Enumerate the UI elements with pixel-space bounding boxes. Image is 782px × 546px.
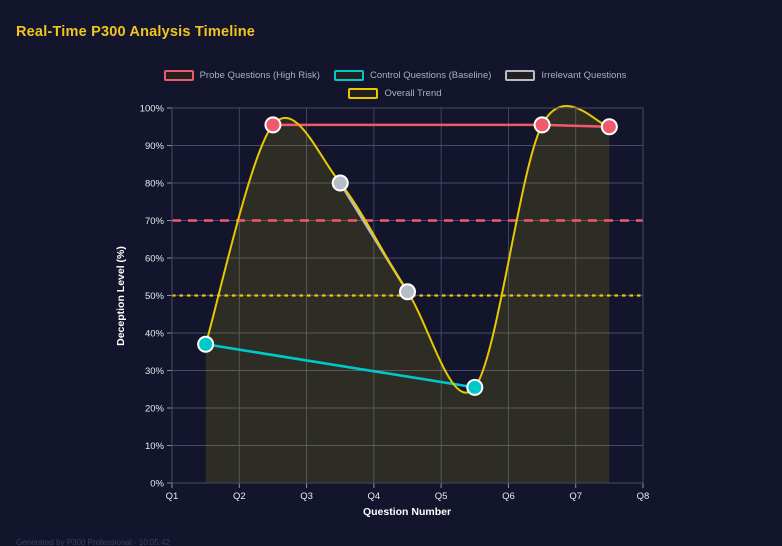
legend-swatch-control bbox=[333, 69, 364, 81]
svg-text:Q6: Q6 bbox=[502, 491, 515, 502]
svg-text:Q2: Q2 bbox=[233, 491, 246, 502]
svg-text:20%: 20% bbox=[145, 404, 165, 415]
legend-label-trend: Overall Trend bbox=[384, 87, 442, 99]
svg-text:60%: 60% bbox=[145, 254, 165, 265]
legend-label-control: Control Questions (Baseline) bbox=[369, 69, 492, 81]
legend-row-2: Overall Trend bbox=[160, 84, 630, 102]
legend-row-1: Probe Questions (High Risk) Control Ques… bbox=[160, 66, 630, 84]
axis-ticks: 0% 10% 20% 30% 40% 50% 60% 70% 80% 90% 100% Q1 Q2 Q3 Q… bbox=[140, 104, 650, 503]
legend-item-control[interactable]: Control Questions (Baseline) bbox=[333, 69, 492, 81]
chart-legend: Probe Questions (High Risk) Control Ques… bbox=[160, 66, 630, 102]
svg-text:0%: 0% bbox=[150, 479, 164, 490]
svg-text:Q4: Q4 bbox=[368, 491, 381, 502]
data-series bbox=[204, 105, 611, 394]
grid-lines bbox=[171, 107, 644, 484]
svg-text:Q1: Q1 bbox=[166, 491, 179, 502]
svg-text:10%: 10% bbox=[145, 441, 165, 452]
threshold-lines bbox=[172, 219, 643, 297]
legend-item-irrelevant[interactable]: Irrelevant Questions bbox=[505, 69, 627, 81]
svg-text:80%: 80% bbox=[145, 179, 165, 190]
svg-text:30%: 30% bbox=[145, 366, 165, 377]
legend-item-trend[interactable]: Overall Trend bbox=[348, 87, 442, 99]
legend-label-probe: Probe Questions (High Risk) bbox=[199, 69, 320, 81]
footer-text: Generated by P300 Professional - 10:05:4… bbox=[16, 538, 170, 546]
svg-text:100%: 100% bbox=[140, 104, 165, 115]
svg-text:Q7: Q7 bbox=[569, 491, 582, 502]
svg-text:50%: 50% bbox=[145, 291, 165, 302]
svg-text:Q3: Q3 bbox=[300, 491, 313, 502]
legend-swatch-irrelevant bbox=[505, 69, 536, 81]
legend-item-probe[interactable]: Probe Questions (High Risk) bbox=[163, 69, 320, 81]
legend-swatch-trend bbox=[348, 87, 379, 99]
y-axis-label: Deception Level (%) bbox=[115, 246, 127, 346]
svg-text:Q8: Q8 bbox=[637, 491, 650, 502]
page-title: Real-Time P300 Analysis Timeline bbox=[16, 24, 256, 40]
svg-text:40%: 40% bbox=[145, 329, 165, 340]
legend-label-irrelevant: Irrelevant Questions bbox=[541, 69, 627, 81]
legend-swatch-probe bbox=[163, 69, 194, 81]
svg-text:Q5: Q5 bbox=[435, 491, 448, 502]
data-point-markers bbox=[197, 116, 618, 396]
svg-text:70%: 70% bbox=[145, 216, 165, 227]
svg-text:90%: 90% bbox=[145, 141, 165, 152]
trend-fill-area bbox=[205, 105, 610, 483]
x-axis-label: Question Number bbox=[362, 506, 452, 518]
